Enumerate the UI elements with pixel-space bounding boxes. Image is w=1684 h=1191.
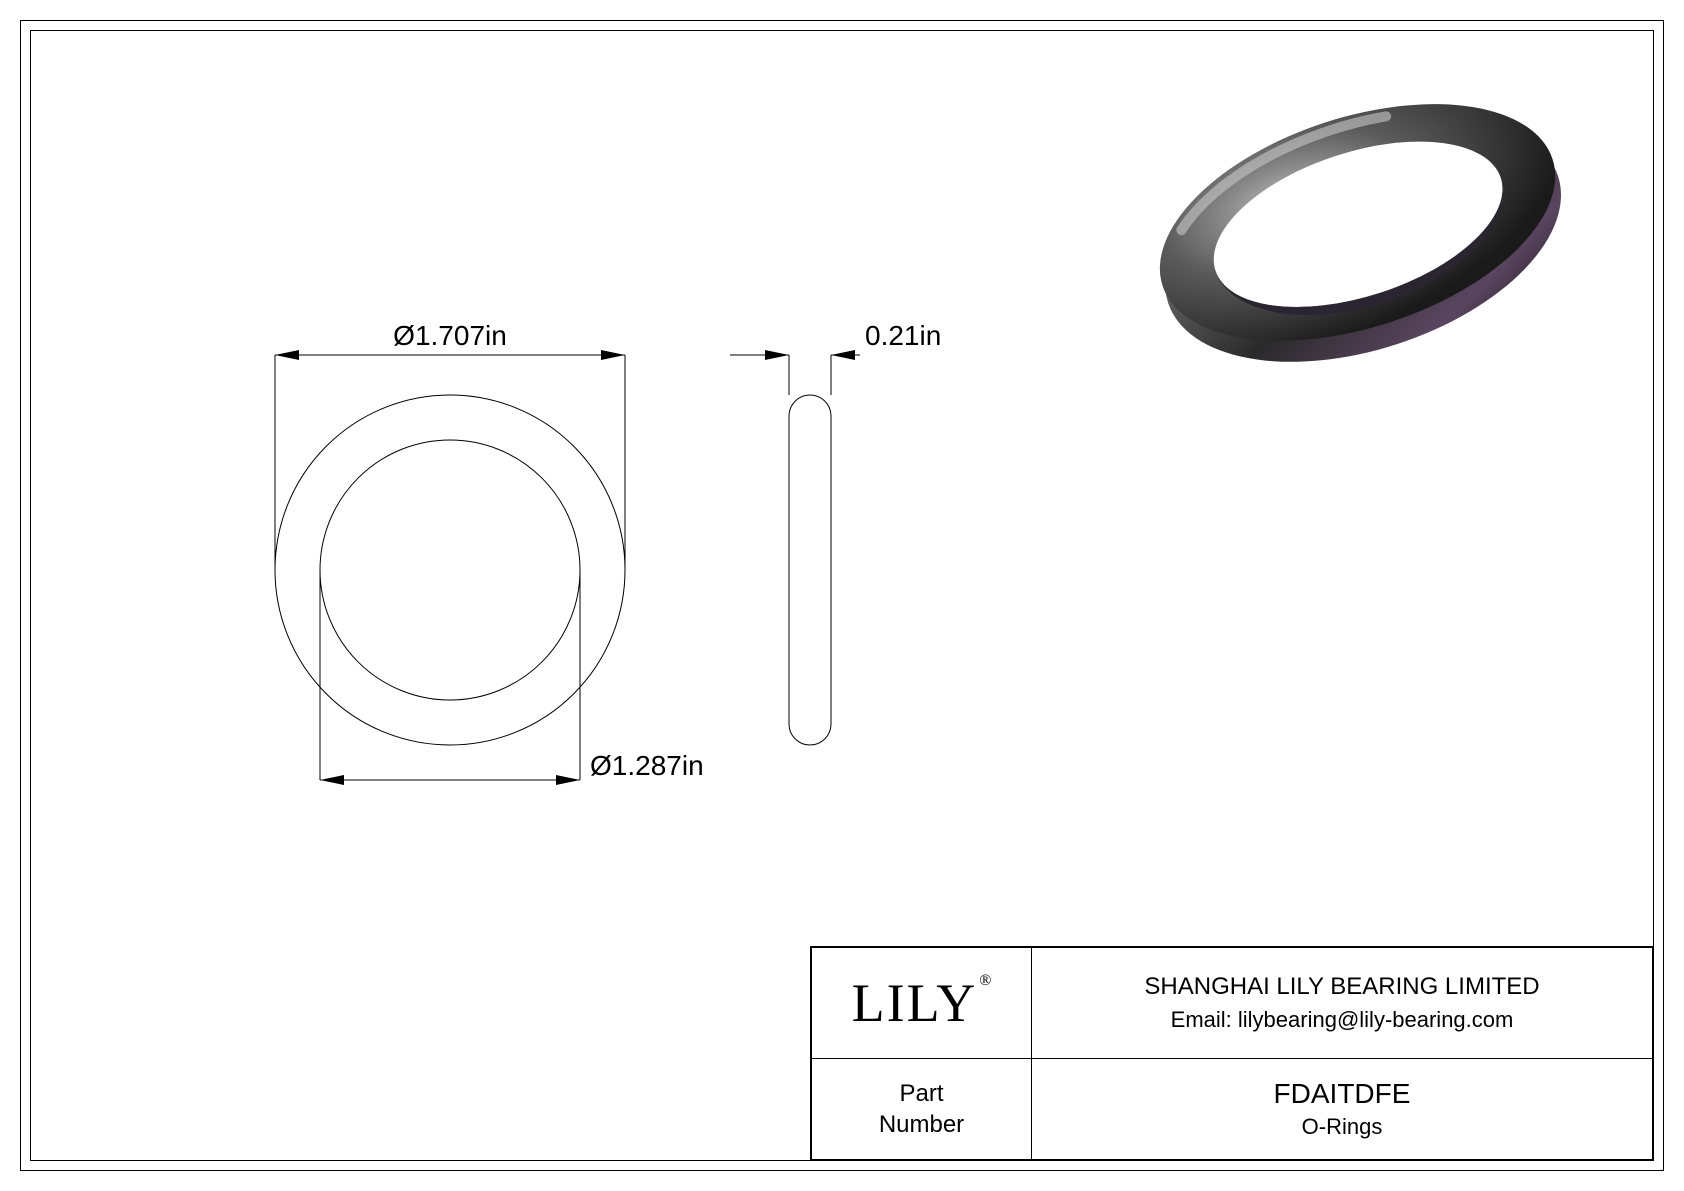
title-block-row-1: LILY® SHANGHAI LILY BEARING LIMITED Emai…	[812, 948, 1652, 1058]
dim-thickness: 0.21in	[730, 320, 941, 395]
dim-inner-diameter-label: Ø1.287in	[590, 750, 704, 781]
side-profile	[789, 395, 831, 745]
company-name: SHANGHAI LILY BEARING LIMITED	[1144, 973, 1539, 1001]
part-number-label: Part Number	[879, 1078, 964, 1140]
part-description: O-Rings	[1302, 1114, 1383, 1140]
logo-text: LILY	[852, 972, 978, 1034]
company-email: Email: lilybearing@lily-bearing.com	[1171, 1007, 1514, 1033]
part-number-value: FDAITDFE	[1274, 1078, 1411, 1110]
dim-outer-diameter-label: Ø1.707in	[393, 320, 507, 351]
logo-registered: ®	[979, 972, 993, 990]
title-block-row-2: Part Number FDAITDFE O-Rings	[812, 1058, 1652, 1159]
dim-thickness-label: 0.21in	[865, 320, 941, 351]
page: Ø1.707in Ø1.287in 0.21in	[0, 0, 1684, 1191]
title-block: LILY® SHANGHAI LILY BEARING LIMITED Emai…	[810, 946, 1654, 1161]
part-number-label-cell: Part Number	[812, 1059, 1032, 1159]
part-number-value-cell: FDAITDFE O-Rings	[1032, 1059, 1652, 1159]
outer-circle	[275, 395, 625, 745]
company-cell: SHANGHAI LILY BEARING LIMITED Email: lil…	[1032, 948, 1652, 1058]
oring-3d-render	[1130, 59, 1592, 407]
logo-cell: LILY®	[812, 948, 1032, 1058]
front-view	[275, 395, 625, 745]
inner-circle	[320, 440, 580, 700]
side-view	[789, 395, 831, 745]
